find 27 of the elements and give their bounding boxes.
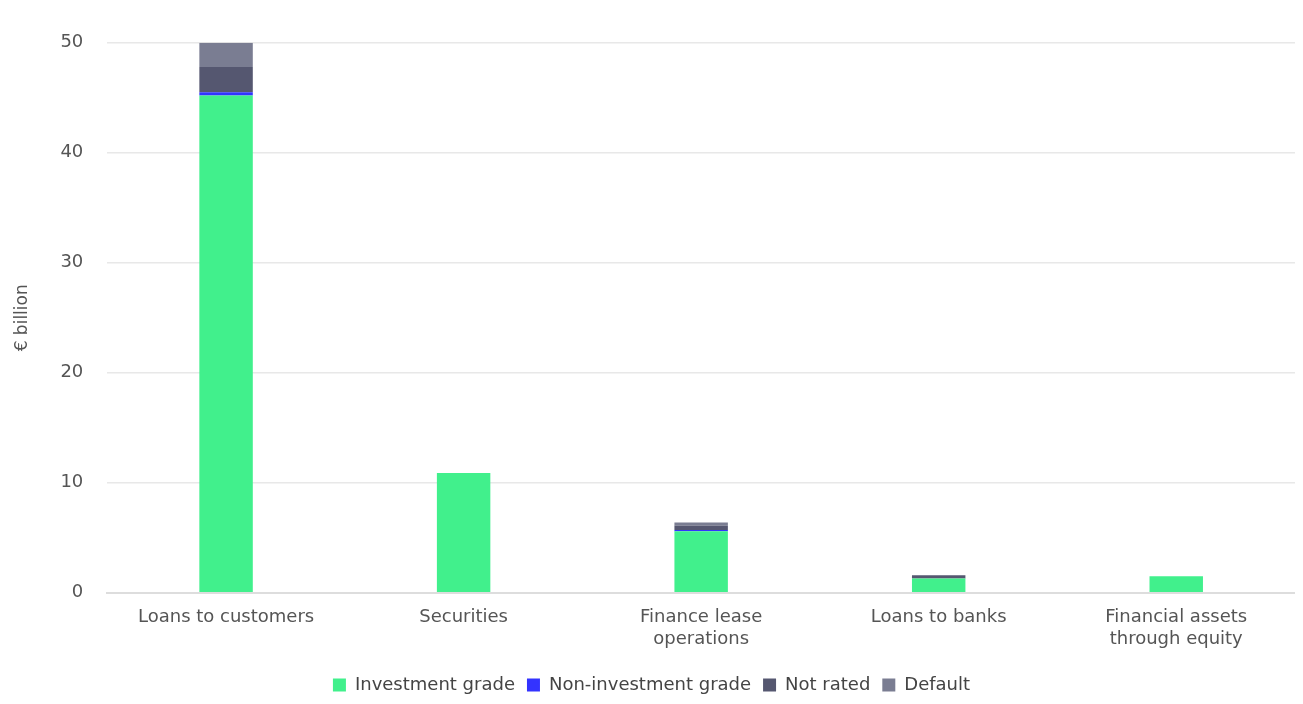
y-tick-label: 40 xyxy=(60,140,84,162)
bar xyxy=(911,575,966,579)
x-tick-label: Finance lease operations xyxy=(640,605,763,648)
legend-label: Non-investment grade xyxy=(548,672,752,694)
legend-label: Not rated xyxy=(785,672,871,694)
legend-label: Default xyxy=(904,672,971,694)
bar xyxy=(199,92,253,96)
bar xyxy=(436,472,491,593)
y-tick-label: 10 xyxy=(60,470,84,492)
y-tick-label: 50 xyxy=(60,30,84,52)
x-tick-label: Loans to banks xyxy=(870,605,1007,627)
legend-label: Investment grade xyxy=(354,672,515,694)
x-tick-label: Financial assets through equity xyxy=(1105,605,1248,648)
x-tick-label: Securities xyxy=(419,605,508,627)
y-axis-title: € billion xyxy=(10,284,31,352)
bar xyxy=(199,95,253,593)
bar xyxy=(199,42,253,67)
bar xyxy=(674,522,728,526)
bar xyxy=(1149,576,1203,593)
y-tick-label: 30 xyxy=(60,250,84,272)
y-tick-label: 0 xyxy=(71,580,84,602)
y-tick-label: 20 xyxy=(60,360,84,382)
x-tick-label: Loans to customers xyxy=(137,605,315,627)
bar xyxy=(911,578,966,593)
bar xyxy=(674,525,728,531)
bar xyxy=(199,67,253,93)
bar xyxy=(674,531,728,593)
